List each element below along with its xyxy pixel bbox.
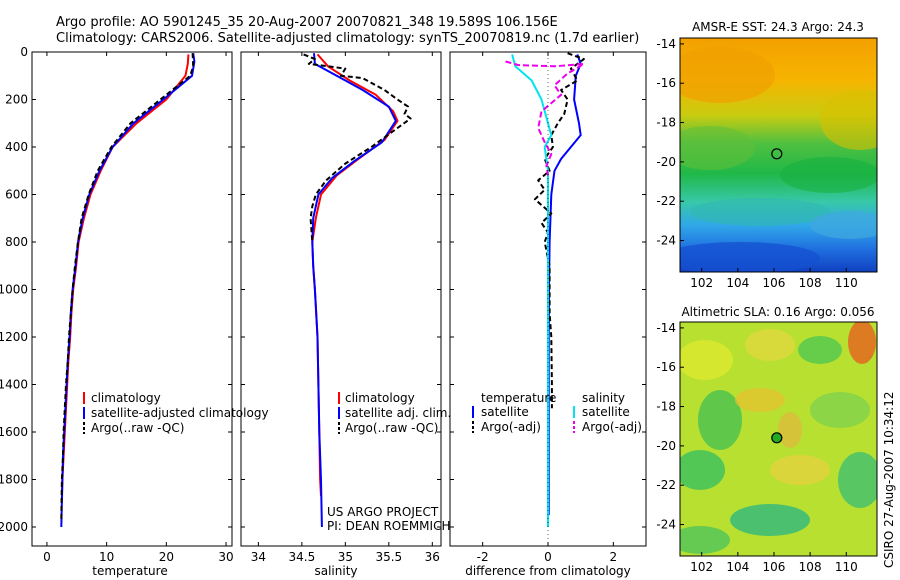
sla-map-title: Altimetric SLA: 0.16 Argo: 0.056 — [681, 305, 874, 319]
map-y-tick-label: -16 — [656, 360, 676, 374]
series-line-salinity-satellite — [511, 54, 553, 527]
temperature-xlabel: temperature — [92, 564, 167, 578]
map-x-tick-label: 108 — [799, 560, 822, 574]
map-y-tick-label: -24 — [656, 518, 676, 532]
header-line2: Climatology: CARS2006. Satellite-adjuste… — [56, 31, 639, 46]
y-tick-label: 1800 — [0, 473, 28, 487]
legend-label: Argo(-adj) — [582, 420, 642, 434]
series-line-temperature-satellite — [547, 54, 582, 516]
x-tick-label: 34.5 — [289, 550, 316, 564]
series-line-salinity-argo-adj — [505, 60, 585, 176]
sla-map-frame — [679, 321, 878, 557]
y-tick-label: 1600 — [0, 425, 28, 439]
map-x-tick-label: 106 — [763, 276, 786, 290]
map-x-tick-label: 104 — [726, 276, 749, 290]
y-tick-label: 1000 — [0, 283, 28, 297]
series-line-satellite-adj-clim — [311, 53, 397, 528]
map-x-tick-label: 102 — [690, 560, 713, 574]
header-line1: Argo profile: AO 5901245_35 20-Aug-2007 … — [56, 15, 558, 30]
legend-label: climatology — [91, 391, 161, 405]
map-x-tick-label: 106 — [763, 560, 786, 574]
y-tick-label: 600 — [5, 188, 28, 202]
legend-label: satellite-adjusted climatology — [91, 406, 269, 420]
x-tick-label: 34 — [251, 550, 266, 564]
legend-label: satellite — [582, 405, 630, 419]
x-tick-label: -2 — [477, 550, 489, 564]
map-y-tick-label: -18 — [656, 116, 676, 130]
y-tick-label: 0 — [20, 45, 28, 59]
map-x-tick-label: 108 — [799, 276, 822, 290]
series-line-temperature-argo-adj — [533, 52, 585, 409]
legend-label: satellite adj. clim. — [345, 406, 451, 420]
map-y-tick-label: -14 — [656, 321, 676, 335]
sst-argo-location-marker — [771, 148, 783, 160]
salinity-panel-frame — [240, 51, 442, 547]
y-tick-label: 1200 — [0, 330, 28, 344]
x-tick-label: 10 — [99, 550, 114, 564]
difference-xlabel: difference from climatology — [465, 564, 631, 578]
map-x-tick-label: 102 — [690, 276, 713, 290]
map-y-tick-label: -22 — [656, 478, 676, 492]
x-tick-label: 0 — [43, 550, 51, 564]
legend-label: Argo(-adj) — [481, 420, 541, 434]
legend-label: satellite — [481, 405, 529, 419]
map-y-tick-label: -16 — [656, 76, 676, 90]
map-y-tick-label: -20 — [656, 439, 676, 453]
legend-label: Argo(..raw -QC) — [345, 421, 438, 435]
y-tick-label: 400 — [5, 140, 28, 154]
legend-label: climatology — [345, 391, 415, 405]
temperature-legend: climatology satellite-adjusted climatolo… — [83, 391, 269, 435]
sst-map-image — [680, 38, 877, 272]
map-y-tick-label: -20 — [656, 155, 676, 169]
x-tick-label: 35 — [338, 550, 353, 564]
y-tick-label: 2000 — [0, 520, 28, 534]
legend-heading-salinity: salinity — [582, 391, 625, 405]
legend-heading-temperature: temperature — [481, 391, 556, 405]
map-y-tick-label: -24 — [656, 234, 676, 248]
salinity-legend: climatology satellite adj. clim. Argo(..… — [338, 391, 451, 435]
series-line-argo-raw-qc — [60, 53, 195, 520]
project-annotation: US ARGO PROJECT — [327, 505, 439, 519]
map-y-tick-label: -14 — [656, 37, 676, 51]
legend-label: Argo(..raw -QC) — [91, 421, 184, 435]
sla-argo-location-marker — [771, 432, 783, 444]
pi-annotation: PI: DEAN ROEMMICH — [327, 519, 450, 533]
x-tick-label: 2 — [610, 550, 618, 564]
temperature-panel-frame — [31, 51, 233, 547]
sla-map-image — [680, 322, 877, 556]
sst-map-title: AMSR-E SST: 24.3 Argo: 24.3 — [692, 20, 864, 34]
sst-map-frame — [679, 37, 878, 273]
y-tick-label: 200 — [5, 93, 28, 107]
x-tick-label: 20 — [159, 550, 174, 564]
x-tick-label: 30 — [218, 550, 233, 564]
map-y-tick-label: -22 — [656, 194, 676, 208]
map-x-tick-label: 110 — [835, 276, 858, 290]
series-line-satellite-adjusted-climatology — [60, 53, 196, 528]
difference-legend: temperature satellite Argo(-adj) salinit… — [472, 391, 642, 434]
map-x-tick-label: 110 — [835, 560, 858, 574]
y-tick-label: 1400 — [0, 378, 28, 392]
salinity-xlabel: salinity — [314, 564, 357, 578]
map-y-tick-label: -18 — [656, 400, 676, 414]
map-x-tick-label: 104 — [726, 560, 749, 574]
y-tick-label: 800 — [5, 235, 28, 249]
x-tick-label: 35.5 — [375, 550, 402, 564]
series-line-argo-raw-qc — [303, 53, 412, 243]
x-tick-label: 0 — [544, 550, 552, 564]
x-tick-label: 36 — [425, 550, 440, 564]
side-timestamp-label: CSIRO 27-Aug-2007 10:34:12 — [882, 392, 896, 568]
